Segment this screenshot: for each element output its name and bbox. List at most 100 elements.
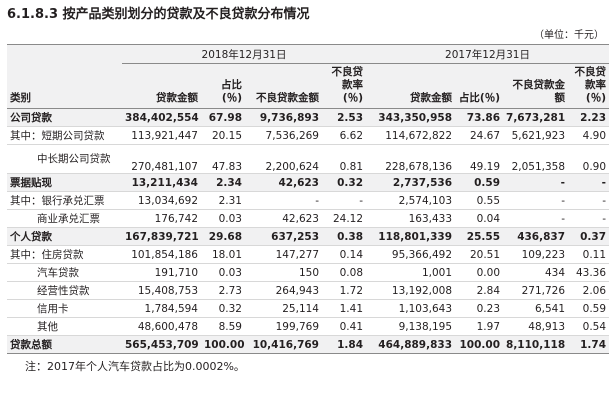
col-header-loan-amount-2018: 贷款金额 <box>122 63 201 109</box>
unit-label: （单位：千元） <box>534 30 604 41</box>
table-cell: 20.15 <box>201 126 245 145</box>
table-cell: 0.32 <box>322 173 367 192</box>
table-row: 经营性贷款 15,408,753 2.73 264,943 1.72 13,192,008… <box>7 281 610 300</box>
row-label: 中长期公司贷款 <box>7 144 122 174</box>
table-cell: 49.19 <box>455 144 504 174</box>
footnote: 注：2017年个人汽车贷款占比为0.0002%。 <box>25 360 245 373</box>
table-cell: 18.01 <box>201 245 245 264</box>
row-label: 其他 <box>7 317 122 336</box>
table-cell: 464,889,833 <box>366 335 456 354</box>
table-cell: 343,350,958 <box>366 108 456 127</box>
year-2018-header: 2018年12月31日 <box>122 44 367 64</box>
table-cell: 24.67 <box>455 126 504 145</box>
table-cell: 0.14 <box>322 245 367 264</box>
loan-distribution-table: 2018年12月31日 2017年12月31日 类别 贷款金额 占比(％) 不良… <box>7 44 610 354</box>
table-cell: 2.34 <box>201 173 245 192</box>
table-cell: - <box>322 191 367 210</box>
table-row: 票据贴现 13,211,434 2.34 42,623 0.32 2,737,536 0.5… <box>7 173 610 192</box>
table-cell: 2.23 <box>568 108 610 127</box>
table-cell: 0.38 <box>322 227 367 246</box>
table-cell: 48,913 <box>503 317 569 336</box>
table-cell: 0.23 <box>455 299 504 318</box>
table-row: 其他 48,600,478 8.59 199,769 0.41 9,138,195 1.97… <box>7 317 610 336</box>
row-label: 公司贷款 <box>7 108 122 127</box>
table-cell: 6.62 <box>322 126 367 145</box>
row-label: 贷款总额 <box>7 335 122 354</box>
table-cell: 13,192,008 <box>366 281 456 300</box>
table-cell: 565,453,709 <box>122 335 201 354</box>
table-cell: - <box>568 191 610 210</box>
table-cell: 0.59 <box>568 299 610 318</box>
table-cell: 4.90 <box>568 126 610 145</box>
table-cell: 1.74 <box>568 335 610 354</box>
table-cell: 109,223 <box>503 245 569 264</box>
table-cell: 384,402,554 <box>122 108 201 127</box>
section-title: 6.1.8.3 按产品类别划分的贷款及不良贷款分布情况 <box>7 7 310 22</box>
table-cell: 2.06 <box>568 281 610 300</box>
table-cell: 100.00 <box>201 335 245 354</box>
table-cell: 118,801,339 <box>366 227 456 246</box>
table-cell: 176,742 <box>122 209 201 228</box>
table-row: 公司贷款 384,402,554 67.98 9,736,893 2.53 343,350… <box>7 108 610 127</box>
table-cell: 2.84 <box>455 281 504 300</box>
table-cell: 0.03 <box>201 209 245 228</box>
table-cell: 2.31 <box>201 191 245 210</box>
col-header-npl-ratio-2018: 不良贷款率(％) <box>322 63 367 109</box>
table-cell: 191,710 <box>122 263 201 282</box>
table-cell: 0.03 <box>201 263 245 282</box>
row-label: 经营性贷款 <box>7 281 122 300</box>
year-2017-header: 2017年12月31日 <box>366 44 610 64</box>
table-cell: 7,536,269 <box>245 126 322 145</box>
table-body: 公司贷款 384,402,554 67.98 9,736,893 2.53 343,350… <box>7 108 610 354</box>
col-header-share-2017: 占比(％) <box>455 63 504 109</box>
table-cell: 67.98 <box>201 108 245 127</box>
table-row: 其中：银行承兑汇票 13,034,692 2.31- -2,574,103 0.55- - <box>7 191 610 210</box>
table-cell: 0.37 <box>568 227 610 246</box>
table-cell: 8.59 <box>201 317 245 336</box>
col-header-share-2018: 占比(％) <box>201 63 245 109</box>
table-cell: 150 <box>245 263 322 282</box>
row-label: 个人贷款 <box>7 227 122 246</box>
table-cell: 1,784,594 <box>122 299 201 318</box>
table-cell: - <box>503 191 569 210</box>
table-cell: 2,200,624 <box>245 144 322 174</box>
category-header-spacer <box>7 44 122 64</box>
col-header-npl-amount-2017: 不良贷款金额 <box>503 63 569 109</box>
table-row: 个人贷款 167,839,721 29.68 637,253 0.38 118,801,3… <box>7 227 610 246</box>
table-cell: 42,623 <box>245 173 322 192</box>
table-cell: 100.00 <box>455 335 504 354</box>
table-cell: 2,051,358 <box>503 144 569 174</box>
table-cell: 47.83 <box>201 144 245 174</box>
table-cell: 25.55 <box>455 227 504 246</box>
table-cell: 25,114 <box>245 299 322 318</box>
table-cell: 147,277 <box>245 245 322 264</box>
table-cell: 0.11 <box>568 245 610 264</box>
table-cell: 1.41 <box>322 299 367 318</box>
table-cell: 2.53 <box>322 108 367 127</box>
col-header-npl-amount-2018: 不良贷款金额 <box>245 63 322 109</box>
table-cell: 167,839,721 <box>122 227 201 246</box>
table-cell: 29.68 <box>201 227 245 246</box>
table-cell: 20.51 <box>455 245 504 264</box>
table-cell: 73.86 <box>455 108 504 127</box>
row-label: 其中：短期公司贷款 <box>7 126 122 145</box>
table-cell: 13,211,434 <box>122 173 201 192</box>
table-cell: 0.81 <box>322 144 367 174</box>
table-cell: 43.36 <box>568 263 610 282</box>
table-cell: 436,837 <box>503 227 569 246</box>
table-row: 信用卡 1,784,594 0.32 25,114 1.41 1,103,643 0.23 6… <box>7 299 610 318</box>
table-cell: 0.55 <box>455 191 504 210</box>
table-cell: 48,600,478 <box>122 317 201 336</box>
table-cell: 0.32 <box>201 299 245 318</box>
table-cell: 2,737,536 <box>366 173 456 192</box>
table-cell: 0.41 <box>322 317 367 336</box>
table-row: 其中：短期公司贷款 113,921,447 20.15 7,536,269 6.62 11… <box>7 126 610 145</box>
table-cell: 1.72 <box>322 281 367 300</box>
table-row: 贷款总额 565,453,709 100.00 10,416,769 1.84 464,8… <box>7 335 610 354</box>
table-cell: - <box>245 191 322 210</box>
table-row: 汽车贷款 191,710 0.03 150 0.08 1,001 0.00 434 43.36 <box>7 263 610 282</box>
table-cell: 9,736,893 <box>245 108 322 127</box>
column-header-row: 类别 贷款金额 占比(％) 不良贷款金额 不良贷款率(％) 贷款金额 占比(％)… <box>7 63 610 109</box>
table-cell: 15,408,753 <box>122 281 201 300</box>
